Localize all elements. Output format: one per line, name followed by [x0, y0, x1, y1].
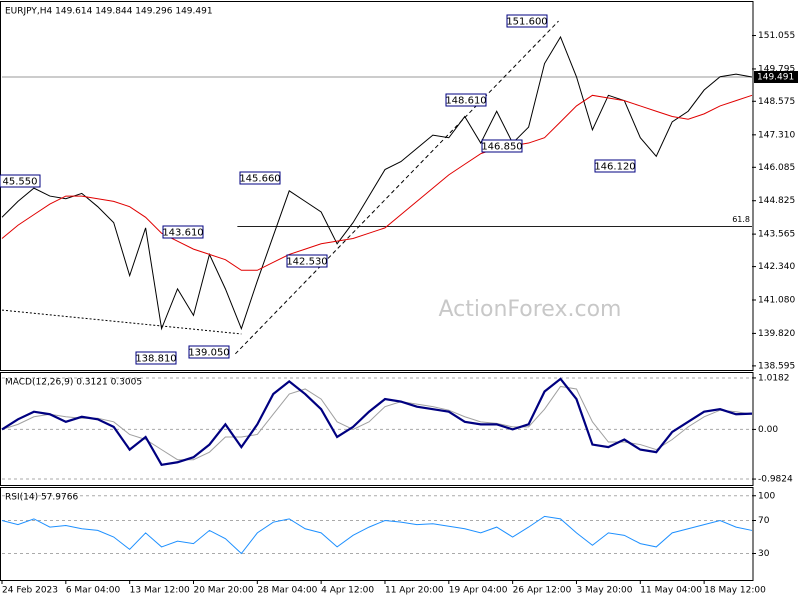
x-tick-label: 28 Mar 04:00 — [257, 586, 317, 596]
last-price-box — [754, 71, 798, 84]
panel-title: MACD(12,26,9) 0.3121 0.3005 — [5, 378, 142, 388]
annotation-box — [0, 174, 41, 188]
annotation-label: 45.550 — [3, 177, 38, 188]
y-tick-label: 70 — [758, 516, 770, 526]
x-tick-label: 6 Mar 04:00 — [66, 586, 121, 596]
annotation-box — [239, 171, 281, 185]
x-tick-label: 13 Mar 12:00 — [130, 586, 190, 596]
x-tick-label: 11 Apr 20:00 — [385, 586, 444, 596]
annotation-box — [162, 225, 204, 239]
annotation-label: 138.810 — [135, 354, 176, 365]
annotation-box — [481, 139, 523, 153]
annotation-label: 145.660 — [239, 174, 280, 185]
x-tick-label: 11 May 04:00 — [640, 586, 702, 596]
y-tick-label: 148.575 — [758, 97, 795, 107]
y-tick-label: 147.310 — [758, 130, 795, 140]
annotation-label: 142.530 — [286, 257, 327, 268]
panel-frame — [0, 487, 754, 581]
panel-title: RSI(14) 57.9766 — [5, 493, 78, 503]
y-tick-label: 138.595 — [758, 361, 795, 371]
y-tick-label: 146.085 — [758, 163, 795, 173]
series-line — [1, 515, 753, 555]
annotation-label: 146.120 — [594, 162, 635, 173]
trendline — [235, 20, 559, 355]
x-tick-label: 18 May 12:00 — [704, 586, 766, 596]
y-tick-label: 141.080 — [758, 296, 795, 306]
annotation-label: 148.610 — [445, 96, 486, 107]
panel-title: EURJPY,H4 149.614 149.844 149.296 149.49… — [5, 7, 213, 17]
x-tick-label: 20 Mar 20:00 — [193, 586, 253, 596]
fib-label: 61.8 — [732, 215, 750, 224]
annotation-label: 143.610 — [162, 228, 203, 239]
watermark: ActionForex.com — [439, 297, 622, 322]
x-tick-label: 3 May 20:00 — [576, 586, 632, 596]
x-tick-label: 4 Apr 12:00 — [321, 586, 374, 596]
y-tick-label: 0.00 — [758, 425, 778, 435]
y-tick-label: 1.0182 — [758, 373, 790, 383]
y-tick-label: 30 — [758, 549, 770, 559]
annotation-box — [135, 351, 177, 365]
x-tick-label: 26 Apr 12:00 — [513, 586, 572, 596]
annotation-box — [506, 14, 548, 28]
annotation-box — [445, 93, 487, 107]
y-tick-label: 151.055 — [758, 31, 795, 41]
series-line — [1, 309, 242, 335]
annotation-box — [594, 159, 636, 173]
series-line — [1, 94, 753, 271]
y-tick-label: 142.340 — [758, 262, 795, 272]
last-price-label: 149.491 — [757, 73, 794, 83]
annotation-box — [188, 345, 230, 359]
y-tick-label: 149.795 — [758, 64, 795, 74]
series-line — [1, 377, 753, 466]
annotation-label: 146.850 — [481, 142, 522, 153]
x-tick-label: 19 Apr 04:00 — [449, 586, 508, 596]
annotation-label: 139.050 — [188, 348, 229, 359]
x-tick-label: 24 Feb 2023 — [2, 586, 58, 596]
y-tick-label: 143.565 — [758, 230, 795, 240]
y-tick-label: 139.820 — [758, 329, 795, 339]
y-tick-label: -0.9824 — [758, 475, 793, 485]
y-tick-label: 144.825 — [758, 196, 795, 206]
y-tick-label: 100 — [758, 491, 775, 501]
series-line — [1, 35, 753, 331]
annotation-box — [286, 254, 328, 268]
annotation-label: 151.600 — [506, 17, 547, 28]
